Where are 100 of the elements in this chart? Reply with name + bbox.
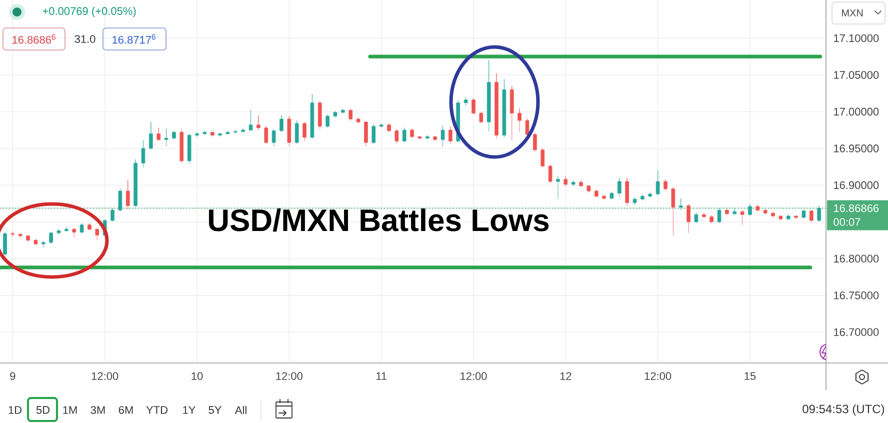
text: 3M (90, 406, 105, 414)
candlestick (95, 228, 100, 240)
candlestick (740, 210, 744, 226)
candlestick (426, 135, 430, 140)
candlestick (564, 176, 568, 187)
text: MXN (842, 10, 863, 16)
candlestick (164, 128, 168, 146)
candlestick (256, 115, 260, 130)
candlestick (26, 234, 30, 242)
candlestick (748, 204, 752, 216)
candlestick (472, 98, 476, 115)
candlestick (632, 196, 637, 206)
text: 1M (63, 406, 77, 414)
y-tick-label: 16.90000 (834, 181, 879, 190)
candlestick (510, 86, 514, 141)
x-tick-label: 12:00 (92, 372, 118, 380)
candlestick (141, 140, 146, 168)
candlestick (778, 215, 783, 221)
candlestick (88, 223, 92, 231)
candlestick (294, 120, 299, 144)
candlestick (586, 184, 591, 193)
candlestick (56, 229, 61, 235)
candlestick (610, 192, 614, 200)
x-tick-label: 12:00 (644, 372, 672, 380)
candlestick (702, 212, 706, 218)
x-tick-label: 10 (192, 372, 203, 380)
candlestick (387, 123, 391, 132)
candlestick (594, 189, 598, 198)
candlestick (710, 215, 714, 224)
annotation: +0.00769 (+0.05%) (42, 6, 136, 18)
candlestick (763, 209, 768, 215)
candlestick (226, 130, 230, 135)
annotation: 16.8717$^{6}$ (112, 34, 156, 44)
text: 1Y (183, 406, 196, 414)
candlestick (42, 240, 46, 248)
candlestick (686, 204, 690, 234)
candlestick (817, 206, 821, 222)
candlestick (202, 130, 207, 136)
candlestick (272, 129, 276, 146)
candlestick (248, 110, 253, 131)
candlestick (756, 204, 760, 212)
candlestick (149, 122, 153, 150)
y-tick-label: 16.95000 (834, 144, 879, 152)
candlestick (3, 232, 7, 258)
candlestick (72, 228, 76, 238)
candlestick (280, 115, 284, 132)
candlestick (448, 126, 452, 144)
candlestick (502, 79, 506, 138)
text: 1D (8, 406, 22, 414)
candlestick (34, 238, 38, 246)
candlestick (725, 208, 729, 216)
candlestick (156, 128, 160, 142)
candlestick (49, 232, 53, 244)
candlestick (479, 111, 484, 124)
candlestick (126, 180, 130, 210)
candlestick (394, 129, 399, 144)
y-tick-label: 17.05000 (834, 71, 879, 79)
candlestick (548, 164, 552, 184)
y-tick-label: 17.00000 (834, 108, 879, 116)
text: 6M (118, 406, 133, 414)
candlestick (464, 98, 468, 106)
text: 00:07 (834, 218, 860, 226)
candlestick (333, 110, 338, 118)
candlestick (494, 73, 498, 140)
x-tick-label: 11 (376, 372, 386, 380)
candlestick (717, 208, 722, 224)
candlestick (379, 123, 384, 128)
candlestick (210, 131, 214, 137)
candlestick (518, 108, 522, 132)
x-tick-label: 12:00 (460, 372, 487, 380)
candlestick (525, 118, 530, 137)
candlestick (80, 223, 84, 234)
candlestick (664, 179, 668, 192)
candlestick (640, 194, 644, 201)
candlestick (326, 114, 330, 128)
candlestick (348, 108, 352, 122)
candlestick (418, 136, 422, 140)
candlestick (180, 130, 184, 164)
candlestick (678, 198, 683, 210)
candlestick (440, 125, 445, 148)
text: YTD (146, 406, 168, 414)
candlestick (810, 210, 814, 223)
annotation: 16.8686$^{6}$ (12, 34, 56, 44)
candlestick (134, 159, 138, 208)
candlestick (618, 178, 622, 198)
candlestick (302, 122, 306, 142)
x-tick-label: 12:00 (276, 372, 302, 380)
y-tick-label: 17.10000 (834, 34, 879, 42)
candlestick (341, 108, 345, 114)
candlestick (802, 209, 806, 218)
text: 5D (36, 406, 50, 414)
candlestick (110, 208, 114, 222)
x-tick-label: 9 (10, 372, 16, 380)
candlestick (356, 117, 360, 124)
candlestick (694, 212, 698, 224)
candlestick (172, 130, 176, 140)
candlestick (402, 128, 406, 143)
candlestick (364, 121, 368, 148)
candlestick (533, 132, 537, 152)
candlestick (318, 101, 322, 130)
